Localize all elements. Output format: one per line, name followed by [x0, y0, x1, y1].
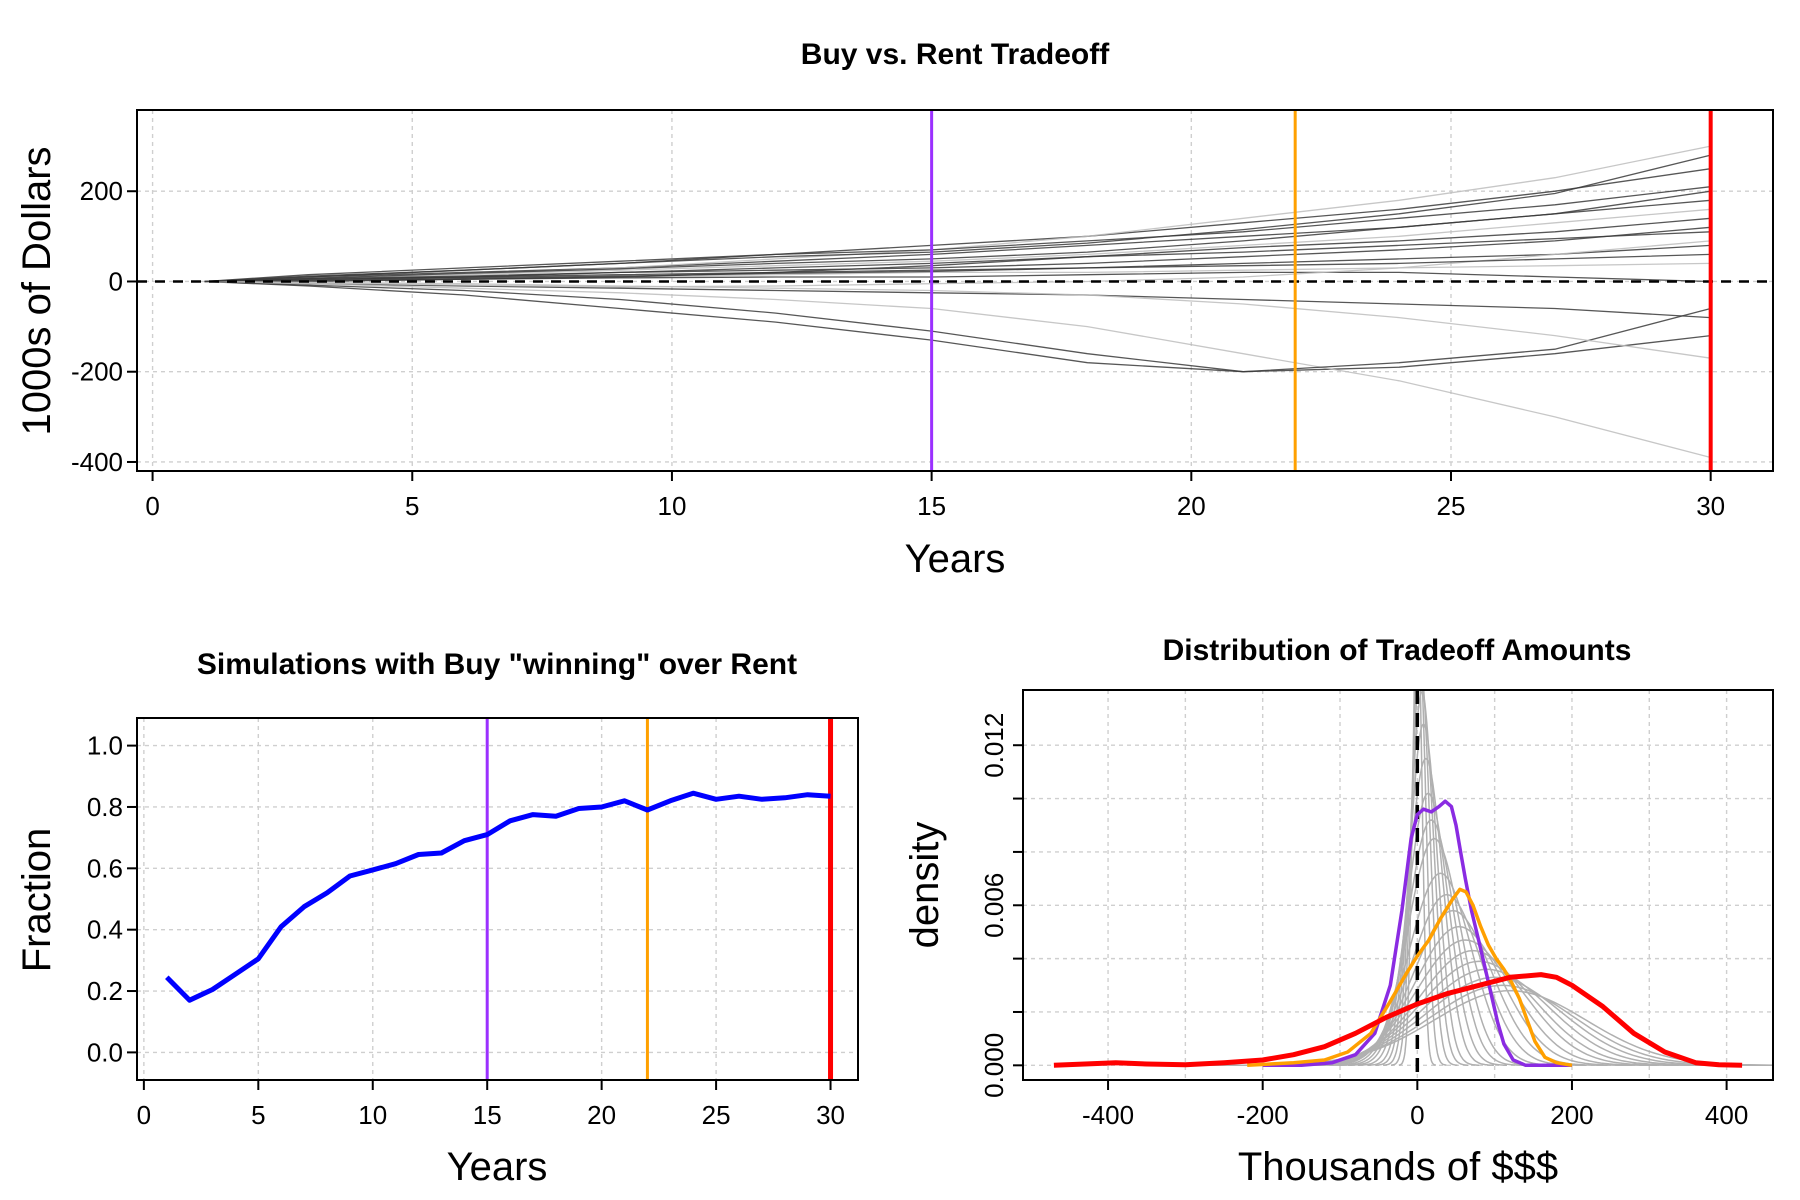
y-tick-label: 0.000 [979, 1033, 1009, 1098]
reference-lines [137, 110, 1773, 471]
y-tick-label: 0.8 [87, 792, 123, 822]
x-tick-label: 15 [917, 491, 946, 521]
reference-lines [485, 718, 834, 1080]
density-curve [1307, 893, 1586, 1067]
x-tick-label: 30 [1696, 491, 1725, 521]
x-tick-label: 0 [1410, 1100, 1424, 1130]
y-tick-label: 0.4 [87, 915, 123, 945]
x-axis-label: Years [905, 537, 1006, 581]
y-tick-label: 0.0 [87, 1037, 123, 1067]
x-tick-label: 25 [702, 1100, 731, 1130]
density-curve [1329, 837, 1540, 1067]
x-axis-label: Thousands of $$$ [1238, 1145, 1558, 1189]
simulation-lines [204, 145, 1711, 459]
y-tick-label: 0.006 [979, 873, 1009, 938]
density-curve [1375, 690, 1469, 1066]
distribution-panel: Distribution of Tradeoff Amounts -400 -20… [903, 634, 1774, 1189]
x-tick-label: 25 [1437, 491, 1466, 521]
x-tick-label: 0 [137, 1100, 151, 1130]
fraction-series-line [165, 790, 831, 1003]
y-axis-label: Fraction [15, 828, 59, 973]
y-tick-label: 0 [109, 266, 123, 296]
plot-frame [1022, 689, 1774, 1081]
x-tick-label: 20 [1177, 491, 1206, 521]
y-tick-label: 0.2 [87, 976, 123, 1006]
buy-vs-rent-panel: Buy vs. Rent Tradeoff 0 5 10 15 20 25 30 -400 -2… [15, 38, 1774, 581]
x-tick-label: -200 [1237, 1100, 1289, 1130]
chart-title: Buy vs. Rent Tradeoff [801, 38, 1110, 71]
density-curve [1367, 722, 1480, 1066]
density-curve [1285, 925, 1633, 1067]
density-curve [1357, 757, 1494, 1066]
axis-ticks: 0 5 10 15 20 25 30 0.0 0.2 0.4 0.6 0.8 1.0 [87, 731, 845, 1130]
x-tick-label: 5 [405, 491, 419, 521]
plot-frame [136, 717, 859, 1081]
chart-title: Simulations with Buy "winning" over Rent [197, 648, 797, 681]
x-tick-label: 15 [473, 1100, 502, 1130]
x-tick-label: 10 [657, 491, 686, 521]
grid [137, 718, 858, 1080]
density-curve [1316, 872, 1562, 1067]
x-tick-label: 0 [145, 491, 159, 521]
density-curves [1053, 690, 1773, 1080]
density-curve [1398, 690, 1437, 1066]
density-curve [1390, 690, 1447, 1066]
y-tick-label: 0.012 [979, 713, 1009, 778]
simulation-line [204, 280, 1711, 373]
x-tick-label: 10 [358, 1100, 387, 1130]
density-curve [1347, 792, 1507, 1066]
y-tick-label: 1.0 [87, 731, 123, 761]
density-curve [1383, 690, 1458, 1066]
density-curve [1338, 819, 1524, 1066]
highlight-density-curve [1247, 887, 1573, 1068]
plot-frame [136, 109, 1774, 472]
axis-ticks: 0 5 10 15 20 25 30 -400 -200 0 200 [71, 176, 1725, 521]
chart-title: Distribution of Tradeoff Amounts [1163, 634, 1632, 667]
y-tick-label: -200 [71, 357, 123, 387]
buy-winning-fraction-panel: Simulations with Buy "winning" over Rent… [15, 648, 859, 1189]
x-tick-label: 400 [1705, 1100, 1748, 1130]
y-axis-label: 1000s of Dollars [15, 146, 59, 435]
fraction-line [165, 790, 831, 1003]
x-tick-label: 200 [1550, 1100, 1593, 1130]
y-tick-label: 200 [80, 176, 123, 206]
y-tick-label: 0.6 [87, 853, 123, 883]
highlight-density-curve [1053, 972, 1743, 1068]
y-tick-label: -400 [71, 447, 123, 477]
x-tick-label: 20 [587, 1100, 616, 1130]
simulation-line [204, 280, 1711, 373]
x-axis-label: Years [447, 1145, 548, 1189]
x-tick-label: -400 [1082, 1100, 1134, 1130]
x-tick-label: 30 [816, 1100, 845, 1130]
x-tick-label: 5 [251, 1100, 265, 1130]
axis-ticks: -400 -200 0 200 400 0.000 0.006 0.012 [979, 713, 1748, 1130]
simulation-line [204, 280, 1711, 459]
y-axis-label: density [903, 822, 947, 949]
